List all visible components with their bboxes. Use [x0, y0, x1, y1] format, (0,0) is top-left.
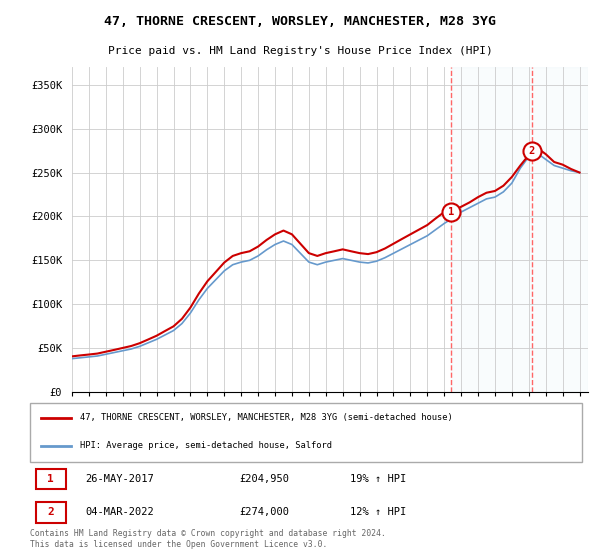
Text: 1: 1 [448, 207, 454, 217]
Text: £274,000: £274,000 [240, 507, 290, 517]
Text: 19% ↑ HPI: 19% ↑ HPI [350, 474, 406, 484]
Text: 1: 1 [47, 474, 54, 484]
Text: £204,950: £204,950 [240, 474, 290, 484]
Bar [451, 67, 588, 392]
Text: 47, THORNE CRESCENT, WORSLEY, MANCHESTER, M28 3YG (semi-detached house): 47, THORNE CRESCENT, WORSLEY, MANCHESTER… [80, 413, 452, 422]
Text: HPI: Average price, semi-detached house, Salford: HPI: Average price, semi-detached house,… [80, 441, 332, 450]
Text: 2: 2 [47, 507, 54, 517]
Text: 12% ↑ HPI: 12% ↑ HPI [350, 507, 406, 517]
FancyBboxPatch shape [35, 469, 66, 489]
Text: 2: 2 [529, 147, 535, 156]
Text: Contains HM Land Registry data © Crown copyright and database right 2024.
This d: Contains HM Land Registry data © Crown c… [30, 529, 386, 549]
Text: 26-MAY-2017: 26-MAY-2017 [85, 474, 154, 484]
Text: 47, THORNE CRESCENT, WORSLEY, MANCHESTER, M28 3YG: 47, THORNE CRESCENT, WORSLEY, MANCHESTER… [104, 15, 496, 28]
FancyBboxPatch shape [30, 403, 582, 462]
Text: 04-MAR-2022: 04-MAR-2022 [85, 507, 154, 517]
Text: Price paid vs. HM Land Registry's House Price Index (HPI): Price paid vs. HM Land Registry's House … [107, 46, 493, 55]
FancyBboxPatch shape [35, 502, 66, 523]
